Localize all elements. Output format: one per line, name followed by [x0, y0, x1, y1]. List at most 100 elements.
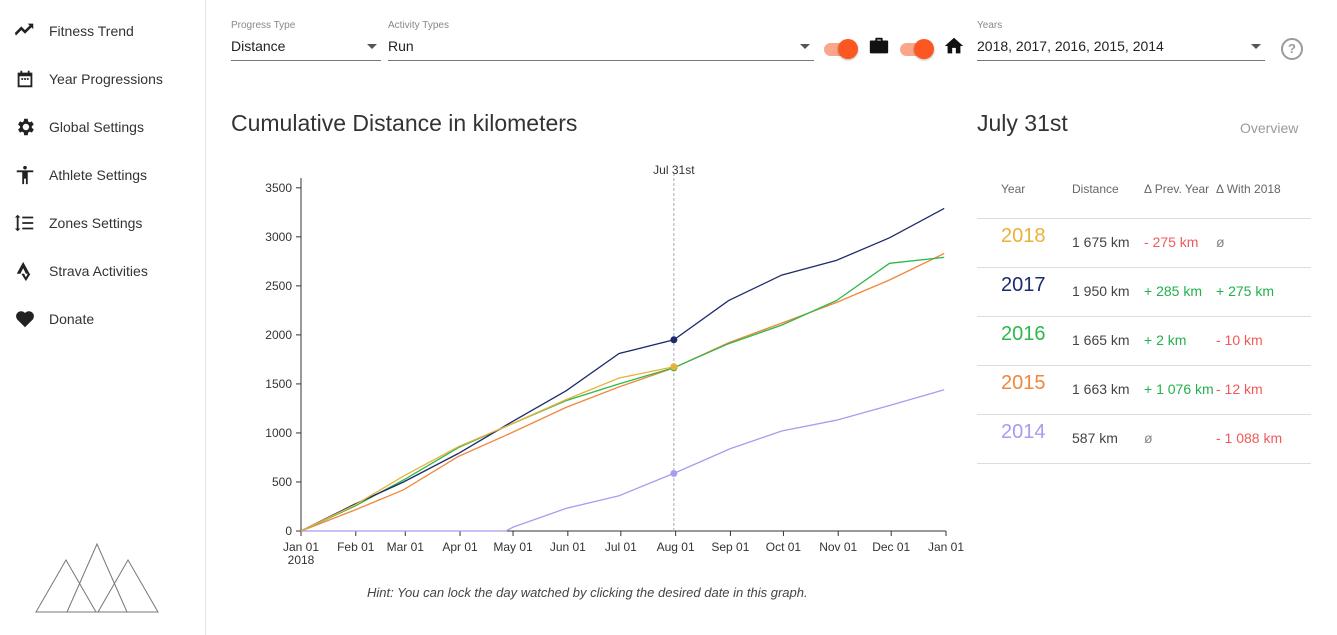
years-value: 2018, 2017, 2016, 2015, 2014	[977, 38, 1164, 54]
row-year: 2016	[1001, 323, 1046, 345]
chart-title: Cumulative Distance in kilometers	[231, 110, 578, 136]
x-tick-label: Jun 01	[550, 540, 586, 554]
row-delta-with-2018: - 1 088 km	[1216, 430, 1283, 446]
row-distance: 1 665 km	[1072, 332, 1130, 348]
row-year: 2015	[1001, 372, 1046, 394]
x-tick-sublabel: 2018	[288, 553, 315, 567]
series-line-2015	[300, 252, 945, 532]
y-tick-label: 1500	[265, 377, 292, 391]
header-with-2018: Δ With 2018	[1216, 182, 1281, 196]
date-marker-label: Jul 31st	[653, 163, 695, 177]
toggle-thumb	[838, 39, 858, 59]
selected-date-title: July 31st	[977, 110, 1068, 136]
x-tick-label: Nov 01	[819, 540, 857, 554]
activity-types-label: Activity Types	[388, 20, 449, 31]
row-distance: 1 663 km	[1072, 381, 1130, 397]
sidebar-item-label: Donate	[49, 311, 95, 327]
cumulative-distance-chart[interactable]: 0 500 1000 1500 2000 2500 3000 3500 Jan 01 2018 Fe…	[230, 150, 970, 580]
progress-type-value: Distance	[231, 38, 286, 54]
marker-point-2017	[670, 336, 678, 344]
row-year: 2018	[1001, 225, 1046, 247]
heart-icon	[12, 306, 38, 332]
series-line-2017	[300, 207, 945, 532]
x-tick-label: Jul 01	[605, 540, 637, 554]
sidebar-item-fitness-trend[interactable]: Fitness Trend	[12, 18, 134, 44]
toggle-thumb	[914, 39, 934, 59]
y-tick-label: 2500	[265, 279, 292, 293]
x-tick-label: Aug 01	[657, 540, 695, 554]
chevron-down-icon	[800, 44, 810, 49]
x-tick-label: Apr 01	[442, 540, 478, 554]
sidebar-item-label: Strava Activities	[49, 263, 148, 279]
help-icon[interactable]: ?	[1281, 38, 1303, 60]
row-delta-prev-year: + 2 km	[1144, 332, 1187, 348]
commute-toggle[interactable]	[822, 39, 858, 59]
field-underline	[977, 60, 1265, 61]
table-row: 2014 587 km ø - 1 088 km	[977, 415, 1311, 464]
years-label: Years	[977, 20, 1003, 31]
marker-point-2018	[670, 363, 678, 371]
row-delta-prev-year: ø	[1144, 430, 1153, 446]
sidebar-item-athlete-settings[interactable]: Athlete Settings	[12, 162, 147, 188]
row-delta-prev-year: - 275 km	[1144, 234, 1199, 250]
field-underline	[231, 60, 381, 61]
activity-types-select[interactable]: Activity Types Run	[388, 20, 814, 62]
trend-line-icon	[12, 18, 38, 44]
home-icon	[943, 35, 965, 57]
table-row: 2016 1 665 km + 2 km - 10 km	[977, 317, 1311, 366]
sidebar-item-label: Athlete Settings	[49, 167, 148, 183]
progress-type-select[interactable]: Progress Type Distance	[231, 20, 381, 62]
gear-icon	[12, 114, 38, 140]
sidebar-item-global-settings[interactable]: Global Settings	[12, 114, 144, 140]
row-delta-with-2018: ø	[1216, 234, 1225, 250]
table-row: 2015 1 663 km + 1 076 km - 12 km	[977, 366, 1311, 415]
x-tick-label: Sep 01	[711, 540, 749, 554]
x-tick-label: Dec 01	[872, 540, 910, 554]
header-year: Year	[1001, 182, 1026, 196]
chart-hint: Hint: You can lock the day watched by cl…	[367, 585, 808, 600]
y-tick-label: 500	[272, 475, 292, 489]
x-tick-label: Jan 01	[928, 540, 964, 554]
header-distance: Distance	[1072, 182, 1119, 196]
y-tick-label: 0	[285, 524, 292, 538]
table-row: 2018 1 675 km - 275 km ø	[977, 219, 1311, 268]
table-row: 2017 1 950 km + 285 km + 275 km	[977, 268, 1311, 317]
y-tick-label: 3500	[265, 181, 292, 195]
year-comparison-table: Year Distance Δ Prev. Year Δ With 2018 2…	[977, 172, 1311, 464]
table-header: Year Distance Δ Prev. Year Δ With 2018	[977, 172, 1311, 219]
person-icon	[12, 162, 38, 188]
years-select[interactable]: Years 2018, 2017, 2016, 2015, 2014	[977, 20, 1265, 62]
series-line-2018	[300, 366, 675, 532]
row-year: 2014	[1001, 421, 1046, 443]
sidebar-item-label: Global Settings	[49, 119, 144, 135]
sidebar-item-donate[interactable]: Donate	[12, 306, 94, 332]
marker-point-2014	[670, 469, 678, 477]
series-line-2016	[300, 256, 945, 532]
row-delta-with-2018: + 275 km	[1216, 283, 1274, 299]
briefcase-icon	[868, 35, 890, 57]
row-distance: 587 km	[1072, 430, 1118, 446]
sidebar-item-zones-settings[interactable]: Zones Settings	[12, 210, 142, 236]
header-prev-year: Δ Prev. Year	[1144, 182, 1210, 196]
x-tick-label: Oct 01	[766, 540, 802, 554]
field-underline	[388, 60, 814, 61]
y-tick-label: 1000	[265, 426, 292, 440]
row-distance: 1 950 km	[1072, 283, 1130, 299]
sidebar-item-strava-activities[interactable]: Strava Activities	[12, 258, 148, 284]
calendar-icon	[12, 66, 38, 92]
y-tick-label: 3000	[265, 230, 292, 244]
sidebar-item-year-progressions[interactable]: Year Progressions	[12, 66, 163, 92]
overview-link[interactable]: Overview	[1240, 120, 1299, 136]
sidebar-item-label: Fitness Trend	[49, 23, 134, 39]
row-delta-prev-year: + 1 076 km	[1144, 381, 1214, 397]
chevron-down-icon	[367, 44, 377, 49]
progress-type-label: Progress Type	[231, 20, 296, 31]
row-delta-prev-year: + 285 km	[1144, 283, 1202, 299]
y-tick-label: 2000	[265, 328, 292, 342]
series-line-2014	[301, 389, 945, 532]
home-toggle[interactable]	[898, 39, 934, 59]
strava-icon	[12, 258, 38, 284]
zones-icon	[12, 210, 38, 236]
activity-types-value: Run	[388, 38, 414, 54]
x-tick-label: Feb 01	[337, 540, 375, 554]
